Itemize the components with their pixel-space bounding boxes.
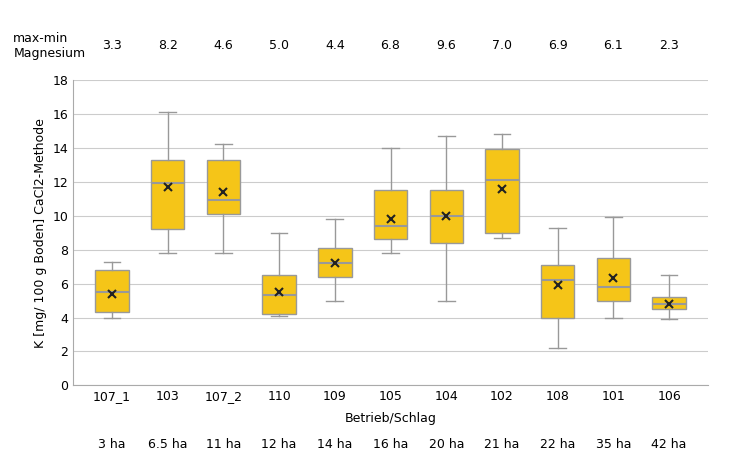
- PathPatch shape: [485, 149, 519, 233]
- Text: 6.5 ha: 6.5 ha: [148, 438, 188, 451]
- PathPatch shape: [262, 275, 296, 314]
- Text: 20 ha: 20 ha: [429, 438, 464, 451]
- Text: 3 ha: 3 ha: [99, 438, 126, 451]
- Text: 12 ha: 12 ha: [261, 438, 297, 451]
- Text: 4.4: 4.4: [325, 39, 345, 52]
- X-axis label: Betrieb/Schlag: Betrieb/Schlag: [345, 412, 437, 424]
- Text: 5.0: 5.0: [269, 39, 289, 52]
- PathPatch shape: [374, 190, 407, 239]
- Text: max-min
Magnesium: max-min Magnesium: [13, 32, 85, 61]
- Text: 4.6: 4.6: [214, 39, 234, 52]
- PathPatch shape: [207, 160, 240, 214]
- Text: 6.1: 6.1: [604, 39, 623, 52]
- Text: 14 ha: 14 ha: [317, 438, 353, 451]
- Y-axis label: K [mg/ 100 g Boden] CaCl2-Methode: K [mg/ 100 g Boden] CaCl2-Methode: [34, 118, 47, 348]
- Text: 35 ha: 35 ha: [596, 438, 631, 451]
- Text: 6.8: 6.8: [380, 39, 401, 52]
- Text: 6.9: 6.9: [548, 39, 567, 52]
- PathPatch shape: [541, 265, 575, 318]
- PathPatch shape: [318, 248, 352, 277]
- Text: 2.3: 2.3: [659, 39, 679, 52]
- PathPatch shape: [653, 297, 685, 309]
- Text: 22 ha: 22 ha: [540, 438, 575, 451]
- PathPatch shape: [596, 258, 630, 300]
- PathPatch shape: [151, 160, 185, 229]
- PathPatch shape: [429, 190, 463, 243]
- Text: 7.0: 7.0: [492, 39, 512, 52]
- PathPatch shape: [96, 270, 128, 313]
- Text: 16 ha: 16 ha: [373, 438, 408, 451]
- Text: 11 ha: 11 ha: [206, 438, 241, 451]
- Text: 3.3: 3.3: [102, 39, 122, 52]
- Text: 21 ha: 21 ha: [484, 438, 520, 451]
- Text: 42 ha: 42 ha: [651, 438, 687, 451]
- Text: 8.2: 8.2: [158, 39, 177, 52]
- Text: 9.6: 9.6: [437, 39, 456, 52]
